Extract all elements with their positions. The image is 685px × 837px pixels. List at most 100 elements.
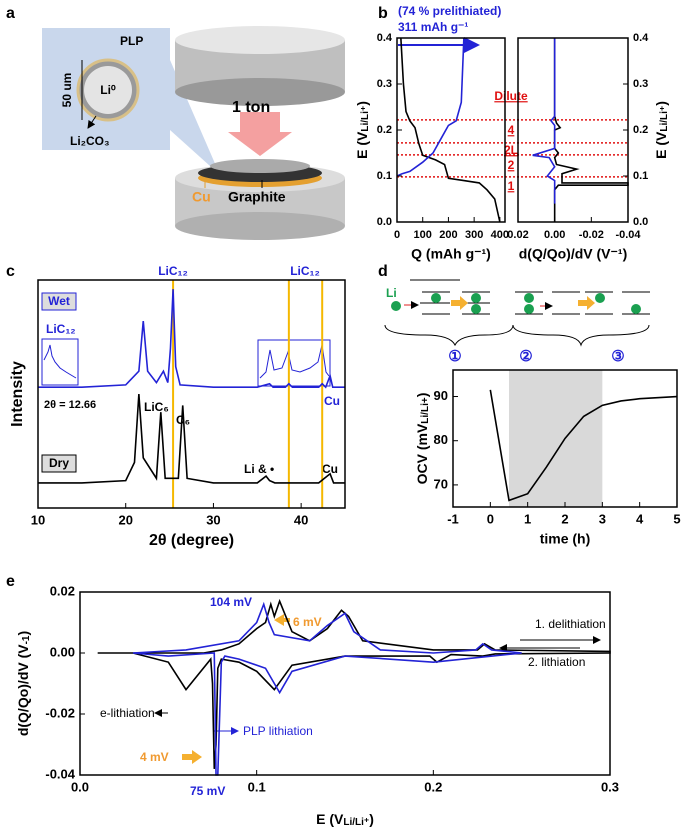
step-label: ① [448,348,461,365]
label: PLP [120,34,143,48]
axis-label: E (VLi/Li⁺) [653,101,670,159]
marker-arrow [182,750,202,764]
marker-arrow [274,614,290,626]
stage-label: 1 [508,179,515,193]
series-line [396,37,465,177]
li-atom [431,293,441,303]
annotation: Cu [322,462,338,476]
x-tick-label: 1 [524,511,531,526]
li-atom [631,304,641,314]
annotation: Wet [48,294,70,308]
annotation: Cu [324,394,340,408]
annotation: (74 % prelithiated) [398,4,501,18]
axis-label-part: ) [15,631,31,636]
y-tick-label: 0.0 [377,216,392,228]
annotation: 4 mV [140,750,169,764]
series-line [553,38,629,222]
panel-c-annotations: LiC₁₂ LiC₁₂ Wet LiC₁₂ 2θ = 12.66 LiC₆ C₆… [41,264,340,476]
panel-letter: a [6,5,15,22]
axis-label-part: ) [369,811,374,827]
particle-core [84,66,132,114]
axis-label-part: d(Q/Qo)/dV (V [15,644,31,736]
x-tick-label: 400 [491,229,509,241]
x-tick-label: 0 [487,511,494,526]
x-tick-label: 0.0 [71,779,89,794]
axis-label: Intensity [9,361,26,427]
y-tick-label: 0.4 [377,32,393,44]
y-tick-label: 0.3 [377,78,392,90]
shaded-region [509,370,603,507]
inset-trace [259,344,330,379]
y-tick-label: -0.02 [45,705,75,720]
annotation: LiC₆ [144,400,169,414]
series-line [532,38,556,204]
axis-label: E (VLi/Li⁺) [354,101,371,159]
x-tick-label: 0.00 [544,229,565,241]
press-top-face [175,78,345,106]
x-tick-label: -1 [447,511,459,526]
inset-box [41,338,79,386]
step-label: ② [519,348,532,365]
stage-label: Dilute [494,89,528,103]
x-tick-label: 100 [414,229,432,241]
axis-label-part: ) [354,101,370,106]
stage-label: 2 [508,158,515,172]
series-line [97,598,611,769]
y-tick-label: 90 [434,388,448,403]
x-tick-label: 10 [31,512,45,527]
annotation: 2θ = 12.66 [44,399,96,411]
label-box [41,292,77,311]
y-tick-label: 0.3 [633,78,648,90]
axis-label-part: Li/Li+ [420,397,431,424]
x-tick-label: 200 [439,229,457,241]
axis-label: d(Q/Qo)/dV (V-1) [15,631,32,736]
label-box [41,454,77,473]
axis-label-part: Li/Li⁺ [659,106,670,132]
axis-label-part: ) [414,393,430,398]
step-arrow [578,296,595,310]
annotation: LiC₁₂ [46,322,76,336]
annotation: 75 mV [190,784,225,798]
li-atom [471,293,481,303]
y-tick-label: 0.0 [633,216,648,228]
particles [210,159,310,173]
y-tick-label: 0.2 [377,124,392,136]
panel-a: PLP Li⁰ 50 um Li₂CO₃ 1 ton Cu Graphite [42,26,345,240]
axis-label-part: -1 [21,635,32,644]
axis-label-part: Li/Li⁺ [360,106,371,132]
label: Li [386,286,397,300]
axis-label: time (h) [540,531,591,547]
axis-label: d(Q/Qo)/dV (V⁻¹) [519,246,627,262]
x-tick-label: 0 [394,229,400,241]
y-tick-label: 0.1 [633,170,648,182]
series-line [38,393,345,484]
axis-label: 2θ (degree) [149,532,234,549]
panel-letter: c [6,263,15,280]
y-tick-label: 80 [434,432,448,447]
stage-label: 2L [504,143,518,157]
plot-frame [37,279,346,509]
axis-label-part: Li/Li⁺ [343,817,369,828]
series-line [38,289,345,389]
x-tick-label: 0.2 [424,779,442,794]
x-tick-label: 40 [294,512,308,527]
panel-letter: b [378,5,388,22]
y-tick-label: 70 [434,476,448,491]
series-label: PLP lithiation [243,724,313,738]
li-atom [595,293,605,303]
annotation: 311 mAh g⁻¹ [398,20,468,34]
label: Graphite [228,189,286,205]
annotation: 6 mV [293,615,322,629]
axis-label: Q (mAh g⁻¹) [411,246,491,262]
panel-letter: d [378,263,388,280]
axis-label-part: E (V [354,131,370,159]
y-tick-label: -0.04 [45,766,75,781]
li-atom [524,293,534,303]
brace [384,324,514,347]
inset-trace [43,344,77,379]
annotation: 2. lithiation [528,655,585,669]
step-label: ③ [611,348,624,365]
press-top-cap [175,26,345,54]
label: Cu [192,189,211,205]
